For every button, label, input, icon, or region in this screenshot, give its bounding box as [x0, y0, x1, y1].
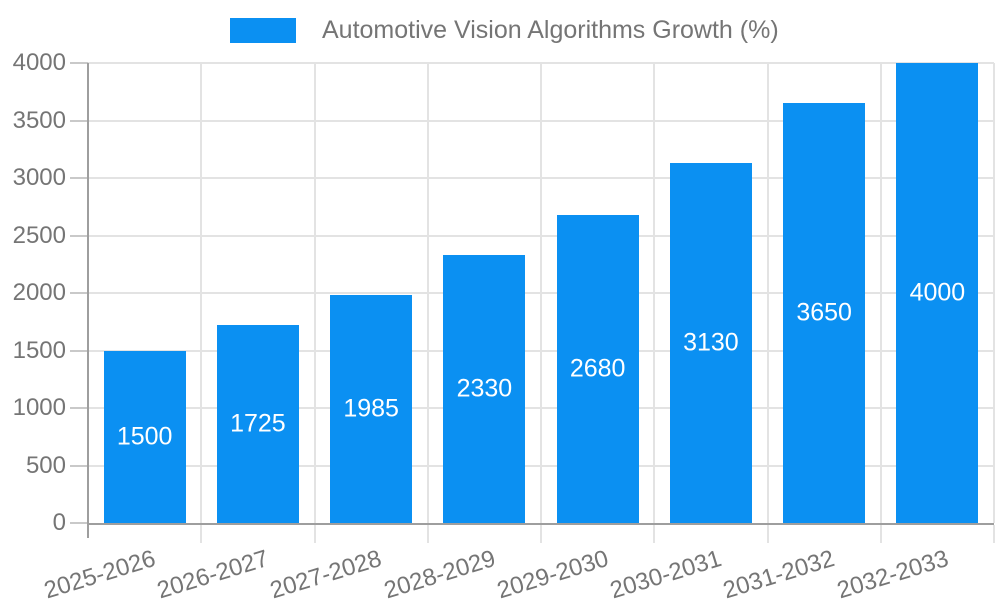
- y-axis-tick: [70, 62, 88, 64]
- y-axis-tick: [70, 349, 88, 352]
- y-axis-tick: [70, 119, 88, 122]
- x-axis-label: 2031-2032: [720, 545, 839, 600]
- y-axis-tick: [70, 522, 88, 524]
- y-axis-tick: [70, 234, 88, 237]
- y-axis-label: 1500: [12, 336, 66, 364]
- y-axis-tick: [70, 292, 88, 294]
- x-axis-tick: [540, 525, 542, 543]
- y-axis-label: 2000: [12, 279, 66, 306]
- gridline-vertical: [879, 63, 882, 523]
- x-axis-line: [88, 523, 994, 525]
- gridline-vertical: [993, 63, 995, 523]
- gridline-vertical: [200, 63, 203, 523]
- bar[interactable]: [216, 324, 299, 523]
- x-axis-tick: [426, 525, 429, 543]
- x-axis-tick: [200, 525, 203, 543]
- x-axis-tick: [313, 525, 316, 543]
- y-axis-label: 3000: [12, 164, 66, 191]
- bar-value-label: 1500: [116, 422, 173, 451]
- y-axis-tick: [70, 464, 88, 467]
- legend-label: Automotive Vision Algorithms Growth (%): [322, 16, 779, 44]
- x-axis-label: 2029-2030: [493, 545, 612, 600]
- gridline-vertical: [540, 63, 542, 523]
- y-axis-label: 1000: [12, 394, 66, 421]
- y-axis-label: 2500: [12, 221, 66, 249]
- chart-legend[interactable]: Automotive Vision Algorithms Growth (%): [230, 18, 779, 43]
- bar[interactable]: [330, 294, 413, 523]
- y-axis-label: 3500: [12, 106, 66, 134]
- x-axis-tick: [653, 525, 656, 543]
- gridline-vertical: [313, 63, 316, 523]
- bar-value-label: 2680: [569, 354, 626, 383]
- bar-value-label: 4000: [909, 278, 966, 307]
- y-axis-tick: [70, 407, 88, 409]
- y-axis-label: 4000: [12, 49, 66, 76]
- bar[interactable]: [443, 255, 526, 523]
- x-axis-tick: [879, 525, 882, 543]
- legend-swatch: [230, 18, 296, 43]
- y-axis-label: 0: [52, 509, 66, 536]
- bar[interactable]: [783, 103, 866, 523]
- x-axis-label: 2032-2033: [833, 545, 952, 600]
- bar[interactable]: [669, 163, 752, 523]
- gridline-vertical: [426, 63, 429, 523]
- x-axis-label: 2030-2031: [607, 545, 725, 600]
- y-axis-line: [87, 63, 89, 538]
- x-axis-label: 2025-2026: [40, 545, 159, 600]
- bar-value-label: 2330: [456, 374, 513, 403]
- gridline-vertical: [653, 63, 656, 523]
- x-axis-label: 2027-2028: [267, 545, 386, 600]
- bar-value-label: 3650: [796, 298, 852, 327]
- x-axis-tick: [993, 525, 995, 543]
- bar[interactable]: [556, 214, 639, 523]
- bar-value-label: 1985: [343, 394, 399, 423]
- x-axis-tick: [766, 525, 769, 543]
- x-axis-label: 2028-2029: [380, 545, 499, 600]
- y-axis-label: 500: [25, 451, 66, 479]
- bar[interactable]: [896, 63, 979, 523]
- bar-value-label: 1725: [230, 409, 286, 438]
- gridline-vertical: [766, 63, 769, 523]
- bar[interactable]: [103, 350, 186, 523]
- bar-value-label: 3130: [683, 328, 739, 357]
- y-axis-tick: [70, 177, 88, 179]
- x-axis-label: 2026-2027: [154, 545, 272, 600]
